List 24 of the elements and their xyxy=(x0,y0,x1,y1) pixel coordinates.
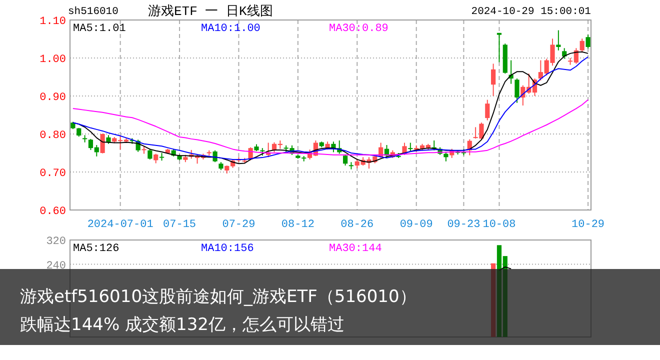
y-tick-label: 320 xyxy=(46,236,66,248)
text: sh516010 xyxy=(68,6,118,18)
y-tick-label: 0.90 xyxy=(40,92,66,104)
y-tick-label: 0.80 xyxy=(40,130,66,142)
annotation: 跌幅达144% 成交额132亿，怎么可以错过 xyxy=(20,315,344,335)
x-tick-label: 09-09 xyxy=(400,219,433,231)
y-tick-label: 1.10 xyxy=(40,16,66,28)
x-tick-label: 08-26 xyxy=(340,219,374,231)
annotation: 游戏etf516010这股前途如何_游戏ETF（516010） xyxy=(20,287,416,307)
legend: MA5:1.01 MA10:1.00 MA30:0.89 xyxy=(73,23,388,35)
caption: 游戏etf516010这股前途如何_游戏ETF（516010） 跌幅达144% 成交额132亿，怎么可以错过 xyxy=(0,269,660,345)
x-tick-label: 10-08 xyxy=(482,219,516,231)
y-tick-label: 0.60 xyxy=(40,206,66,218)
y-tick-label: 0.70 xyxy=(40,168,66,180)
x-tick-label: 07-15 xyxy=(163,219,196,231)
chart-title: 游戏ETF 一 日K线图 xyxy=(148,4,273,19)
x-tick-label: 10-29 xyxy=(572,219,605,231)
x-tick-label: 09-23 xyxy=(447,219,480,231)
x-tick-label: 08-12 xyxy=(281,219,314,231)
x-tick-label: 2024-07-01 xyxy=(87,219,154,231)
y-tick-label: 1.00 xyxy=(40,54,66,66)
legend: MA5:126 MA10:156 MA30:144 xyxy=(73,243,382,255)
text: 2024-10-29 15:00:01 xyxy=(471,6,591,18)
x-tick-label: 07-29 xyxy=(222,219,256,231)
